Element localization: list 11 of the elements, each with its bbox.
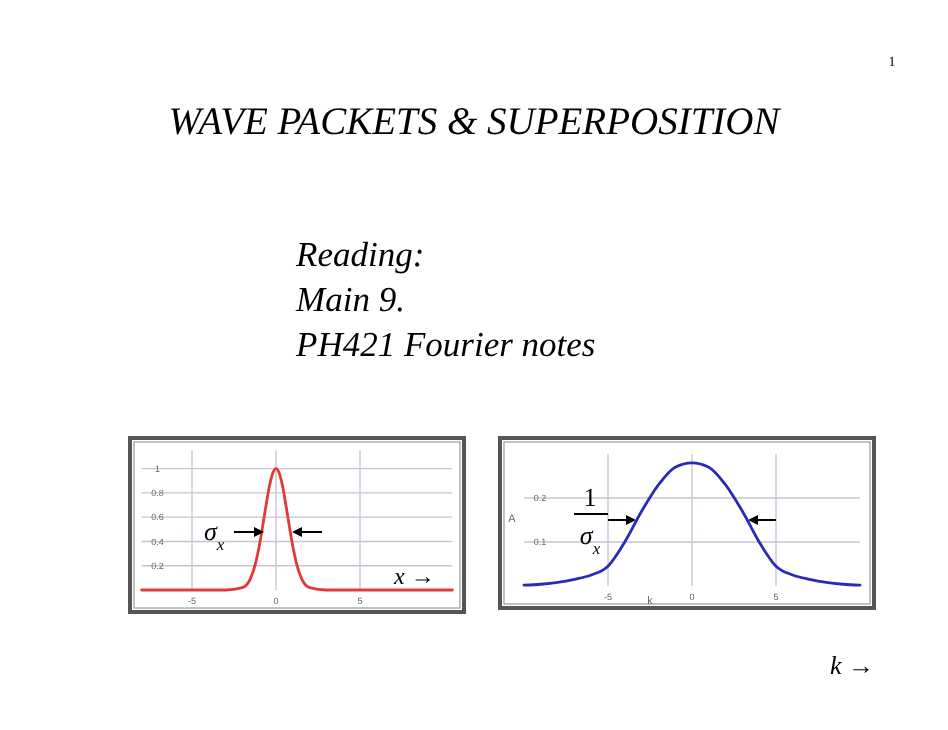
line-series [140, 467, 454, 592]
line-series [522, 461, 862, 587]
annotation: σ$_{x}$ [579, 520, 601, 558]
x-axis-title: x → [392, 562, 435, 590]
annotation: 1 [583, 482, 597, 512]
chart-title: WAVE PACKETS & SUPERPOSITION [168, 102, 782, 144]
annotation: σ$_{x}$ [204, 516, 225, 554]
text: Reading: [294, 234, 425, 274]
text: Main 9. [294, 279, 405, 319]
text: k → [830, 650, 875, 680]
text: PH421 Fourier notes [294, 324, 596, 364]
